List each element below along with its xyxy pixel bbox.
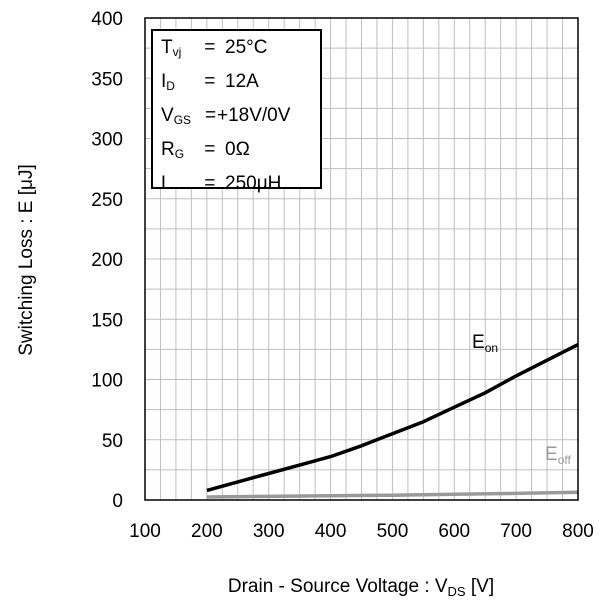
condition-row: RG = 0Ω xyxy=(161,139,250,161)
conditions-box: Tvj = 25°C ID = 12A VGS = +18V/0V RG = 0Ω L = 250μ… xyxy=(151,29,322,194)
y-tick-label: 0 xyxy=(112,491,123,512)
y-tick-label: 50 xyxy=(102,431,123,452)
y-tick-label: 350 xyxy=(91,69,123,90)
x-tick-label: 200 xyxy=(191,521,223,542)
x-tick-labels: 100 200 300 400 500 600 700 800 xyxy=(129,521,594,542)
x-tick-label: 700 xyxy=(500,521,532,542)
series-label-eon: Eon xyxy=(472,332,499,355)
y-tick-label: 400 xyxy=(91,9,123,30)
y-axis-label: Switching Loss : E [μJ] xyxy=(16,164,37,356)
series-line-eon xyxy=(206,343,579,493)
y-tick-labels: 0 50 100 150 200 250 300 350 400 xyxy=(91,9,123,512)
x-tick-label: 100 xyxy=(129,521,161,542)
condition-row: ID = 12A xyxy=(161,71,259,93)
series-line-eoff xyxy=(206,490,579,499)
condition-row: VGS = +18V/0V xyxy=(161,105,291,127)
y-tick-label: 150 xyxy=(91,310,123,331)
x-tick-label: 400 xyxy=(315,521,347,542)
y-tick-label: 100 xyxy=(91,371,123,392)
x-tick-label: 800 xyxy=(562,521,594,542)
series-lines xyxy=(206,343,579,499)
x-tick-label: 300 xyxy=(253,521,285,542)
x-tick-label: 500 xyxy=(377,521,409,542)
x-axis-label: Drain - Source Voltage : VDS [V] xyxy=(228,576,494,599)
x-tick-label: 600 xyxy=(438,521,470,542)
condition-row: L = 250μH xyxy=(161,173,282,194)
plot-frame xyxy=(144,17,579,501)
y-tick-label: 300 xyxy=(91,130,123,151)
y-tick-label: 200 xyxy=(91,250,123,271)
y-tick-label: 250 xyxy=(91,190,123,211)
condition-row: Tvj = 25°C xyxy=(161,37,268,59)
series-label-eoff: Eoff xyxy=(545,444,571,467)
